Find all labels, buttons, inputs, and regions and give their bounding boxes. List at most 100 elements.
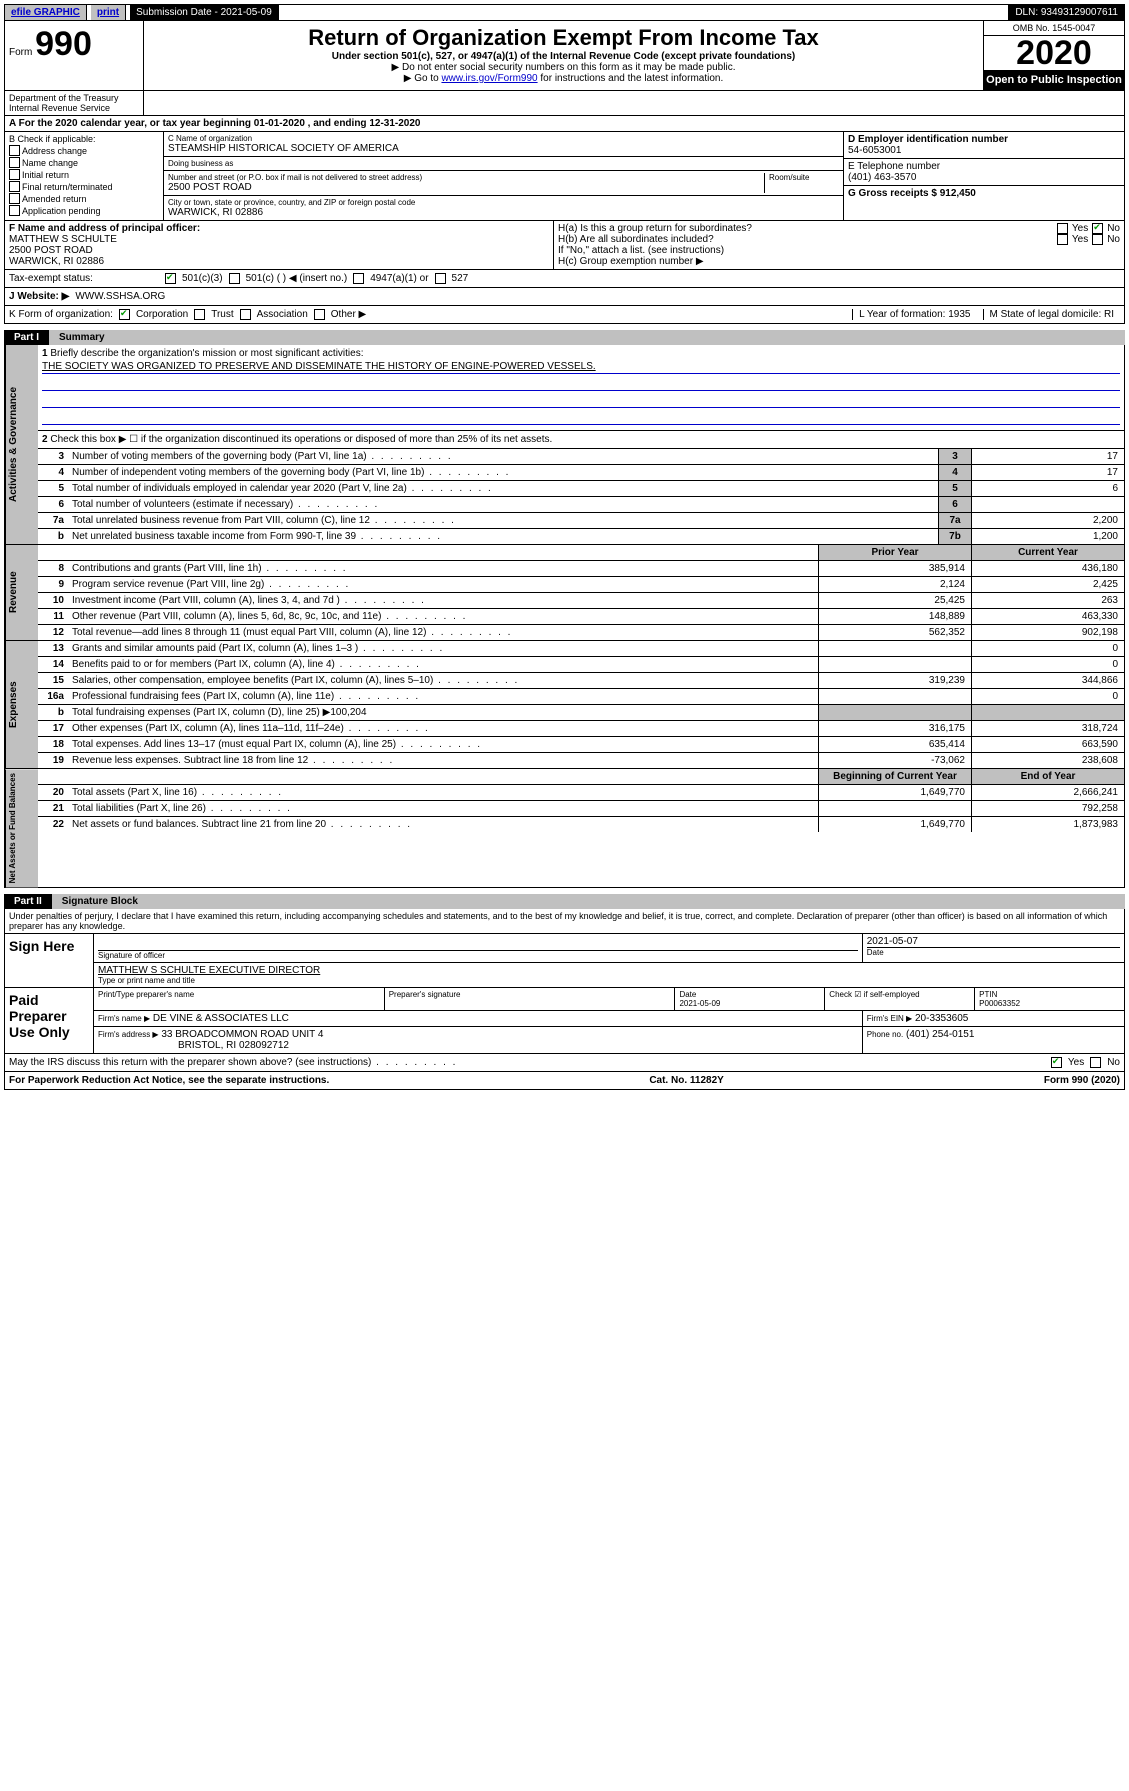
prior-val: 1,649,770 — [818, 785, 971, 800]
open-to-public: Open to Public Inspection — [984, 70, 1124, 90]
l1-label: Briefly describe the organization's miss… — [50, 348, 363, 359]
chk-initial-return[interactable] — [9, 169, 20, 180]
firm-phone: (401) 254-0151 — [906, 1029, 974, 1040]
line-desc: Grants and similar amounts paid (Part IX… — [68, 641, 818, 656]
501c-label: 501(c) ( ) ◀ (insert no.) — [246, 273, 348, 284]
line-desc: Net unrelated business taxable income fr… — [68, 529, 938, 544]
gov-row: 4 Number of independent voting members o… — [38, 465, 1124, 481]
curr-val: 2,425 — [971, 577, 1124, 592]
line-num: b — [38, 705, 68, 720]
ha-yes[interactable] — [1057, 223, 1068, 234]
line-val: 17 — [971, 465, 1124, 480]
chk-application-pending[interactable] — [9, 205, 20, 216]
f-addr1: 2500 POST ROAD — [9, 245, 549, 256]
discuss-yes[interactable] — [1051, 1057, 1062, 1068]
hb-yes[interactable] — [1057, 234, 1068, 245]
gov-row: 6 Total number of volunteers (estimate i… — [38, 497, 1124, 513]
line-box: 4 — [938, 465, 971, 480]
mission-blank-2 — [42, 395, 1120, 408]
table-row: 13 Grants and similar amounts paid (Part… — [38, 641, 1124, 657]
form-header: Form 990 Return of Organization Exempt F… — [4, 21, 1125, 91]
ein-value: 54-6053001 — [848, 145, 1120, 156]
pra-notice: For Paperwork Reduction Act Notice, see … — [9, 1075, 329, 1086]
chk-label-4: Amended return — [22, 194, 87, 204]
discuss-no[interactable] — [1090, 1057, 1101, 1068]
ha-no-label: No — [1107, 223, 1120, 234]
prior-shaded — [818, 705, 971, 720]
curr-val: 436,180 — [971, 561, 1124, 576]
gov-row: 7a Total unrelated business revenue from… — [38, 513, 1124, 529]
sign-here-label: Sign Here — [5, 934, 94, 987]
rev-hdr-desc — [68, 545, 818, 560]
paid-preparer-block: Paid Preparer Use Only Print/Type prepar… — [4, 988, 1125, 1054]
rev-hdr-num — [38, 545, 68, 560]
chk-other[interactable] — [314, 309, 325, 320]
entity-grid: B Check if applicable: Address change Na… — [4, 132, 1125, 221]
chk-trust[interactable] — [194, 309, 205, 320]
ha-no[interactable] — [1092, 223, 1103, 234]
f-addr2: WARWICK, RI 02886 — [9, 256, 549, 267]
print-link[interactable]: print — [91, 5, 126, 20]
chk-527[interactable] — [435, 273, 446, 284]
chk-final-return[interactable] — [9, 181, 20, 192]
line-box: 7a — [938, 513, 971, 528]
principal-officer: F Name and address of principal officer:… — [5, 221, 554, 269]
tax-year: 2020 — [984, 36, 1124, 70]
line-desc: Program service revenue (Part VIII, line… — [68, 577, 818, 592]
phone-value: (401) 463-3570 — [848, 172, 1120, 183]
irs-link[interactable]: www.irs.gov/Form990 — [441, 73, 537, 84]
line-desc: Total expenses. Add lines 13–17 (must eq… — [68, 737, 818, 752]
mission-blank-3 — [42, 412, 1120, 425]
line-desc: Net assets or fund balances. Subtract li… — [68, 817, 818, 832]
prep-date-label: Date — [679, 990, 820, 999]
room-label: Room/suite — [769, 173, 839, 182]
other-label: Other ▶ — [331, 309, 366, 320]
tax-exempt-row: Tax-exempt status: 501(c)(3) 501(c) ( ) … — [4, 270, 1125, 288]
table-row: 22 Net assets or fund balances. Subtract… — [38, 817, 1124, 832]
chk-amended[interactable] — [9, 193, 20, 204]
line-box: 6 — [938, 497, 971, 512]
f-name: MATTHEW S SCHULTE — [9, 234, 549, 245]
officer-name: MATTHEW S SCHULTE EXECUTIVE DIRECTOR — [98, 965, 1120, 976]
line-desc: Number of independent voting members of … — [68, 465, 938, 480]
line-desc: Salaries, other compensation, employee b… — [68, 673, 818, 688]
k-row: K Form of organization: Corporation Trus… — [4, 306, 1125, 324]
netassets-section: Net Assets or Fund Balances Beginning of… — [4, 769, 1125, 888]
hb-no[interactable] — [1092, 234, 1103, 245]
discuss-q: May the IRS discuss this return with the… — [9, 1057, 457, 1068]
chk-501c3[interactable] — [165, 273, 176, 284]
rev-tab: Revenue — [5, 545, 38, 640]
4947-label: 4947(a)(1) or — [370, 273, 428, 284]
net-hdr-num — [38, 769, 68, 784]
line-val: 1,200 — [971, 529, 1124, 544]
table-row: 11 Other revenue (Part VIII, column (A),… — [38, 609, 1124, 625]
tax-label: Tax-exempt status: — [9, 273, 159, 284]
officer-signature[interactable] — [98, 936, 858, 950]
table-row: 10 Investment income (Part VIII, column … — [38, 593, 1124, 609]
chk-label-2: Initial return — [22, 170, 69, 180]
chk-name-change[interactable] — [9, 157, 20, 168]
table-row: 9 Program service revenue (Part VIII, li… — [38, 577, 1124, 593]
gov-row: b Net unrelated business taxable income … — [38, 529, 1124, 544]
goto-line: ▶ Go to www.irs.gov/Form990 for instruct… — [148, 73, 979, 84]
chk-address-change[interactable] — [9, 145, 20, 156]
table-row: 21 Total liabilities (Part X, line 26) 7… — [38, 801, 1124, 817]
chk-assoc[interactable] — [240, 309, 251, 320]
efile-link[interactable]: efile GRAPHIC — [5, 5, 87, 20]
line-num: 4 — [38, 465, 68, 480]
org-name: STEAMSHIP HISTORICAL SOCIETY OF AMERICA — [168, 143, 839, 154]
dba-label: Doing business as — [168, 159, 839, 168]
discuss-row: May the IRS discuss this return with the… — [4, 1054, 1125, 1072]
form-prefix: Form — [9, 47, 32, 58]
table-row: b Total fundraising expenses (Part IX, c… — [38, 705, 1124, 721]
chk-corp[interactable] — [119, 309, 130, 320]
line-desc: Total revenue—add lines 8 through 11 (mu… — [68, 625, 818, 640]
l2-text: Check this box ▶ ☐ if the organization d… — [50, 434, 552, 445]
chk-501c[interactable] — [229, 273, 240, 284]
curr-val: 0 — [971, 689, 1124, 704]
curr-val: 902,198 — [971, 625, 1124, 640]
chk-4947[interactable] — [353, 273, 364, 284]
hdr-beg: Beginning of Current Year — [818, 769, 971, 784]
curr-val: 2,666,241 — [971, 785, 1124, 800]
chk-label-1: Name change — [22, 158, 78, 168]
